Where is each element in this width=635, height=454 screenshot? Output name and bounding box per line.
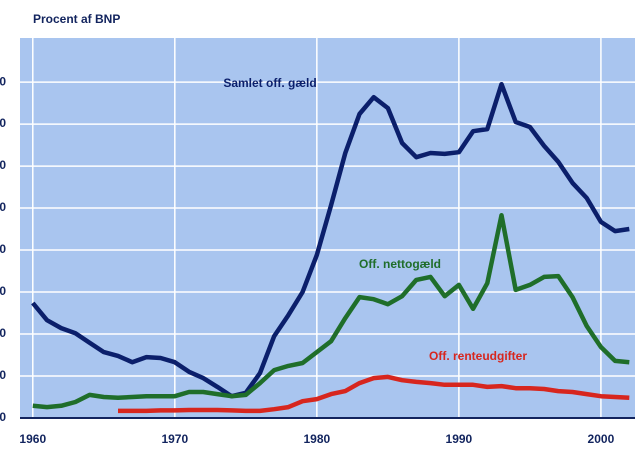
y-tick-label: 10 [0,368,6,382]
plot-background [20,38,635,418]
series-label: Samlet off. gæld [223,76,316,90]
y-tick-label: 0 [0,410,6,424]
series-label: Off. renteudgifter [429,349,527,363]
x-tick-label: 1970 [161,432,188,446]
y-tick-label: 70 [0,116,6,130]
series-line [118,374,630,414]
y-tick-label: 80 [0,74,6,88]
y-tick-label: 30 [0,284,6,298]
y-tick-label: 40 [0,242,6,256]
x-tick-label: 2000 [588,432,615,446]
chart-title: Procent af BNP [33,12,120,26]
series-line [32,212,630,410]
y-tick-label: 60 [0,158,6,172]
x-tick-label: 1980 [303,432,330,446]
series-line [31,81,630,399]
y-tick-label: 20 [0,326,6,340]
y-tick-label: 50 [0,200,6,214]
x-tick-label: 1990 [446,432,473,446]
x-tick-label: 1960 [19,432,46,446]
series-label: Off. nettogæld [359,257,441,271]
